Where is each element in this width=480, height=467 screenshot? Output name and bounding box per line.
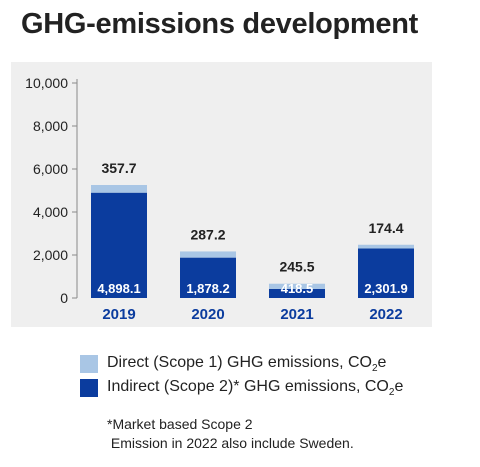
y-tick-label: 2,000 bbox=[33, 247, 68, 263]
data-label-direct: 357.7 bbox=[101, 160, 136, 176]
bar-direct-2022 bbox=[358, 244, 414, 249]
legend-label-indirect: Indirect (Scope 2)* GHG emissions, CO2e bbox=[107, 377, 404, 399]
legend-item-direct: Direct (Scope 1) GHG emissions, CO2e bbox=[80, 352, 403, 376]
data-label-indirect: 1,878.2 bbox=[186, 281, 229, 296]
x-tick-label: 2019 bbox=[102, 306, 135, 323]
data-label-indirect: 2,301.9 bbox=[364, 281, 407, 296]
footnote-line-1: *Market based Scope 2 bbox=[107, 416, 253, 432]
chart-title: GHG-emissions development bbox=[21, 8, 418, 40]
data-label-direct: 245.5 bbox=[279, 259, 314, 275]
footnote-line-2: Emission in 2022 also include Sweden. bbox=[107, 435, 354, 451]
footnote: *Market based Scope 2 Emission in 2022 a… bbox=[107, 415, 354, 453]
data-label-direct: 174.4 bbox=[368, 220, 403, 236]
chart-legend: Direct (Scope 1) GHG emissions, CO2e Ind… bbox=[80, 352, 403, 400]
legend-swatch-indirect bbox=[80, 379, 98, 397]
y-tick-label: 10,000 bbox=[25, 75, 68, 91]
y-tick-label: 4,000 bbox=[33, 204, 68, 220]
bar-indirect-2019 bbox=[91, 192, 147, 298]
y-tick-label: 6,000 bbox=[33, 161, 68, 177]
bar-indirect-2020 bbox=[180, 257, 236, 298]
data-label-direct: 287.2 bbox=[190, 226, 225, 242]
bar-direct-2020 bbox=[180, 251, 236, 258]
data-label-indirect: 4,898.1 bbox=[97, 281, 140, 296]
bar-direct-2021 bbox=[269, 283, 325, 290]
bar-indirect-2022 bbox=[358, 248, 414, 298]
x-tick-label: 2021 bbox=[280, 306, 313, 323]
bar-direct-2019 bbox=[91, 185, 147, 193]
x-tick-label: 2022 bbox=[369, 306, 402, 323]
data-label-indirect: 418.5 bbox=[281, 281, 314, 296]
ghg-bar-chart: 0 2,000 4,000 6,000 8,000 10,000 4,898.1 357.7 2… bbox=[25, 75, 414, 323]
bar-indirect-2021 bbox=[269, 289, 325, 298]
y-tick-label: 0 bbox=[60, 290, 68, 306]
x-tick-label: 2020 bbox=[191, 306, 224, 323]
legend-label-direct: Direct (Scope 1) GHG emissions, CO2e bbox=[107, 353, 387, 375]
y-tick-label: 8,000 bbox=[33, 118, 68, 134]
legend-item-indirect: Indirect (Scope 2)* GHG emissions, CO2e bbox=[80, 376, 403, 400]
legend-swatch-direct bbox=[80, 355, 98, 373]
